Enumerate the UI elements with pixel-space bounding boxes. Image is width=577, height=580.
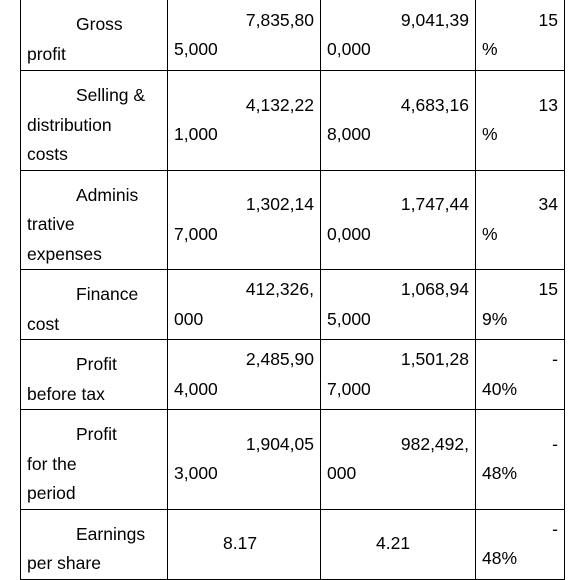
cell-text: 15	[538, 9, 558, 30]
cell-text: cost	[27, 313, 60, 334]
cell-text: Profit	[76, 354, 117, 374]
row-label-cell: Profit for the period	[20, 409, 168, 510]
table-row: Profit for the period 1,904,05 3,000 982,492,…	[20, 409, 565, 510]
cell-text: 1,068,94	[400, 279, 469, 299]
value-cell: 1,068,94 5,000	[320, 269, 476, 340]
row-label-cell: Selling & distribution costs	[20, 70, 168, 171]
cell-text: for the	[27, 453, 77, 474]
cell-text: 982,492,	[400, 433, 469, 454]
cell-text: before tax	[27, 383, 105, 404]
cell-text: trative	[27, 214, 75, 234]
value-cell: 1,904,05 3,000	[167, 409, 321, 510]
row-label-cell: Adminis trative expenses	[20, 169, 168, 270]
cell-text: distribution	[27, 114, 112, 135]
cell-text: 4,132,22	[245, 94, 314, 115]
cell-text: -	[552, 518, 558, 539]
cell-text: 1,000	[174, 124, 218, 145]
cell-text: 4,683,16	[400, 94, 469, 115]
cell-text: Gross	[76, 14, 123, 34]
page: {"table": {"rows": [ [["Gross", "profit"…	[20, 0, 565, 580]
value-cell: 1,302,14 7,000	[167, 169, 321, 270]
value-cell: 34%	[475, 169, 565, 270]
value-cell: 412,326, 000	[167, 269, 321, 340]
table-row: Adminis trative expenses 1,302,14 7,000 1,747…	[20, 169, 565, 270]
value-cell: 4,132,22 1,000	[167, 70, 321, 171]
cell-text: -	[552, 349, 558, 369]
value-cell: 9,041,39 0,000	[320, 0, 476, 71]
value-cell: 1,747,44 0,000	[320, 169, 476, 270]
cell-text: 4.21	[376, 533, 411, 554]
cell-text: %	[482, 223, 498, 244]
cell-text: 4,000	[174, 378, 218, 399]
cell-text: 000	[327, 463, 357, 484]
value-cell: 1,501,28 7,000	[320, 339, 476, 410]
cell-text: 8,000	[327, 124, 371, 145]
cell-text: 000	[174, 308, 204, 329]
cell-text: per share	[27, 553, 101, 573]
cell-text: 40%	[482, 378, 518, 399]
cell-text: 7,000	[174, 223, 218, 244]
value-cell: 2,485,90 4,000	[167, 339, 321, 410]
value-cell: 4,683,16 8,000	[320, 70, 476, 171]
value-cell: 4.21	[320, 508, 476, 580]
cell-text: 0,000	[327, 39, 371, 59]
table-row: Earnings per share 8.17 4.21 - 48%	[20, 508, 565, 580]
cell-text: 48%	[482, 463, 518, 484]
cell-text: profit	[27, 43, 66, 64]
cell-text: 34	[538, 194, 558, 215]
row-label-cell: Gross profit	[20, 0, 168, 71]
cell-text: 15	[538, 279, 558, 299]
cell-text: 13	[538, 94, 558, 115]
value-cell: 15%	[475, 0, 565, 71]
cell-text: 7,835,80	[245, 9, 314, 30]
row-label-cell: Finance cost	[20, 269, 168, 340]
table: Gross profit 7,835,80 5,000 9,041,39 0,000 15%…	[20, 0, 565, 580]
cell-text: 9,041,39	[400, 9, 469, 30]
value-cell: - 48%	[475, 508, 565, 580]
cell-text: Finance	[76, 284, 139, 304]
value-cell: 8.17	[167, 508, 321, 580]
table-row: Selling & distribution costs 4,132,22 1,000 4…	[20, 70, 565, 171]
value-cell: - 48%	[475, 409, 565, 510]
value-cell: 15 9%	[475, 269, 565, 340]
cell-text: 1,302,14	[245, 194, 314, 215]
cell-text: 1,501,28	[400, 349, 469, 369]
value-cell: - 40%	[475, 339, 565, 410]
cell-text: expenses	[27, 243, 102, 264]
cell-text: period	[27, 483, 76, 503]
cell-text: -	[552, 433, 558, 454]
row-label-cell: Earnings per share	[20, 508, 168, 580]
cell-text: 1,747,44	[400, 194, 469, 215]
cell-text: 1,904,05	[245, 433, 314, 454]
cell-text: %	[482, 39, 498, 59]
row-label-cell: Profit before tax	[20, 339, 168, 410]
cell-text: 48%	[482, 548, 518, 568]
cell-text: Adminis	[76, 184, 139, 205]
cell-text: 5,000	[174, 39, 218, 59]
cell-text: 8.17	[223, 533, 258, 554]
table-row: Gross profit 7,835,80 5,000 9,041,39 0,000 15%	[20, 0, 565, 71]
cell-text: Earnings	[76, 523, 146, 544]
cell-text: costs	[27, 144, 68, 164]
table-row: Finance cost 412,326, 000 1,068,94 5,000 15 9%	[20, 269, 565, 340]
value-cell: 13%	[475, 70, 565, 171]
cell-text: 0,000	[327, 223, 371, 244]
cell-text: 5,000	[327, 308, 371, 329]
cell-text: 3,000	[174, 463, 218, 484]
value-cell: 982,492, 000	[320, 409, 476, 510]
value-cell: 7,835,80 5,000	[167, 0, 321, 71]
cell-text: 9%	[482, 308, 508, 329]
cell-text: Selling &	[76, 85, 146, 105]
cell-text: 7,000	[327, 378, 371, 399]
cell-text: 412,326,	[245, 279, 314, 299]
table-row: Profit before tax 2,485,90 4,000 1,501,28 7,0…	[20, 339, 565, 410]
cell-text: Profit	[76, 424, 117, 444]
cell-text: 2,485,90	[245, 349, 314, 369]
cell-text: %	[482, 124, 498, 145]
